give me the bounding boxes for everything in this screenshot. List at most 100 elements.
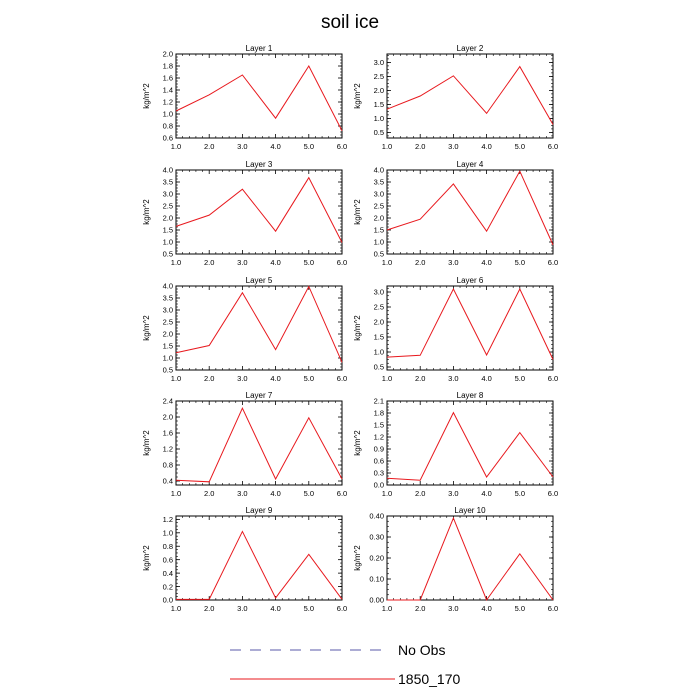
y-tick-label: 0.30 (369, 533, 384, 542)
y-tick-label: 1.5 (163, 342, 173, 351)
panel-title: Layer 3 (246, 160, 273, 169)
x-tick-label: 2.0 (204, 489, 214, 498)
panel-title: Layer 5 (246, 276, 273, 285)
panel-layer-1: Layer 1 kg/m^2 1.0 2.0 3.0 4.0 5.0 6.0 0.6 0.8 1.0… (142, 44, 347, 151)
panel-title: Layer 7 (246, 391, 273, 400)
y-tick-label: 0.20 (369, 554, 384, 563)
plot-frame (175, 400, 343, 486)
x-tick-label: 6.0 (548, 142, 558, 151)
y-tick-label: 1.0 (163, 354, 173, 363)
series-line-1850-170 (175, 285, 343, 363)
y-tick-label: 0.5 (374, 128, 384, 137)
y-tick-label: 4.0 (374, 166, 384, 175)
y-tick-label: 0.6 (163, 555, 173, 564)
x-tick-label: 4.0 (481, 604, 491, 613)
y-tick-label: 0.0 (374, 481, 384, 490)
panel-title: Layer 10 (454, 506, 486, 515)
panel-layer-9: Layer 9 kg/m^2 1.0 2.0 3.0 4.0 5.0 6.0 0.0 0.2 0.4… (142, 506, 347, 613)
y-tick-label: 1.8 (163, 62, 173, 71)
panel-layer-3: Layer 3kg/m^21.0 2.0 3.0 4.0 5.0 6.00.51.01.5… (142, 160, 347, 267)
series-line-1850-170 (176, 530, 343, 600)
x-tick-label: 5.0 (515, 489, 525, 498)
x-tick-label: 6.0 (548, 489, 558, 498)
x-tick-label: 3.0 (448, 489, 458, 498)
y-tick-label: 2.5 (374, 202, 384, 211)
x-tick-label: 1.0 (171, 374, 181, 383)
y-tick-label: 3.0 (374, 288, 384, 297)
y-tick-label: 1.2 (163, 445, 173, 454)
panel-title: Layer 1 (246, 44, 273, 53)
y-tick-label: 1.6 (163, 74, 173, 83)
x-tick-label: 1.0 (171, 489, 181, 498)
x-tick-label: 5.0 (515, 604, 525, 613)
y-axis-label: kg/m^2 (142, 430, 151, 456)
y-tick-label: 0.9 (374, 445, 384, 454)
x-tick-label: 6.0 (337, 374, 347, 383)
x-tick-label: 3.0 (448, 258, 458, 267)
y-tick-label: 2.4 (163, 397, 173, 406)
x-tick-label: 6.0 (337, 489, 347, 498)
y-tick-label: 0.4 (163, 569, 173, 578)
x-tick-label: 2.0 (415, 374, 425, 383)
x-tick-label: 6.0 (337, 604, 347, 613)
panel-title: Layer 6 (457, 276, 484, 285)
series-line-1850-170 (175, 176, 343, 243)
x-tick-label: 5.0 (515, 374, 525, 383)
x-tick-label: 1.0 (171, 258, 181, 267)
y-tick-label: 0.10 (369, 575, 384, 584)
x-tick-label: 2.0 (204, 374, 214, 383)
x-tick-label: 5.0 (515, 258, 525, 267)
y-tick-label: 3.5 (163, 178, 173, 187)
plot-frame (386, 169, 554, 255)
y-tick-label: 1.2 (374, 433, 384, 442)
y-tick-label: 3.5 (163, 294, 173, 303)
panel-layer-5: Layer 5kg/m^21.0 2.0 3.0 4.0 5.0 6.00.51.01.5… (142, 276, 347, 383)
y-tick-label: 0.5 (374, 250, 384, 259)
y-axis-label: kg/m^2 (353, 315, 362, 341)
y-tick-label: 1.2 (163, 98, 173, 107)
x-tick-label: 5.0 (304, 142, 314, 151)
x-tick-label: 5.0 (304, 258, 314, 267)
y-axis-label: kg/m^2 (142, 199, 151, 225)
plot-frame (175, 285, 343, 371)
y-tick-label: 2.0 (374, 318, 384, 327)
x-tick-label: 2.0 (415, 142, 425, 151)
x-tick-label: 4.0 (481, 489, 491, 498)
panel-layer-4: Layer 4kg/m^21.0 2.0 3.0 4.0 5.0 6.00.51.01.5… (353, 160, 558, 267)
y-axis-label: kg/m^2 (353, 430, 362, 456)
x-tick-label: 6.0 (337, 258, 347, 267)
x-tick-label: 5.0 (304, 489, 314, 498)
y-tick-label: 0.00 (369, 596, 384, 605)
y-tick-label: 2.0 (374, 86, 384, 95)
x-tick-label: 6.0 (337, 142, 347, 151)
x-tick-label: 5.0 (515, 142, 525, 151)
plot-frame (175, 515, 343, 601)
x-tick-label: 3.0 (237, 258, 247, 267)
legend-label-1850-170: 1850_170 (398, 671, 461, 687)
y-tick-label: 2.5 (374, 303, 384, 312)
panel-layer-8: Layer 8 kg/m^2 1.0 2.0 3.0 4.0 5.0 6.0 0.0 0.3 0.6… (353, 391, 558, 498)
y-axis-label: kg/m^2 (353, 83, 362, 109)
y-tick-label: 1.4 (163, 86, 173, 95)
x-tick-label: 5.0 (304, 374, 314, 383)
y-tick-label: 2.5 (374, 72, 384, 81)
y-tick-label: 1.0 (163, 238, 173, 247)
y-tick-label: 1.5 (374, 421, 384, 430)
y-tick-label: 2.1 (374, 397, 384, 406)
x-tick-label: 1.0 (382, 604, 392, 613)
x-tick-label: 1.0 (382, 258, 392, 267)
x-tick-label: 4.0 (481, 258, 491, 267)
x-tick-label: 1.0 (171, 604, 181, 613)
y-tick-label: 2.5 (163, 202, 173, 211)
panel-layer-7: Layer 7 kg/m^2 1.0 2.0 3.0 4.0 5.0 6.0 0.4 0.8 1.2… (142, 391, 347, 498)
y-tick-label: 1.5 (163, 226, 173, 235)
panels: Layer 1 kg/m^2 1.0 2.0 3.0 4.0 5.0 6.0 0.6 0.8 1.0… (142, 44, 558, 613)
legend-label-no-obs: No Obs (398, 642, 445, 658)
y-tick-label: 0.5 (163, 250, 173, 259)
x-tick-label: 5.0 (304, 604, 314, 613)
y-tick-label: 0.6 (163, 134, 173, 143)
x-tick-label: 6.0 (548, 374, 558, 383)
x-tick-label: 6.0 (548, 258, 558, 267)
x-tick-label: 2.0 (204, 258, 214, 267)
